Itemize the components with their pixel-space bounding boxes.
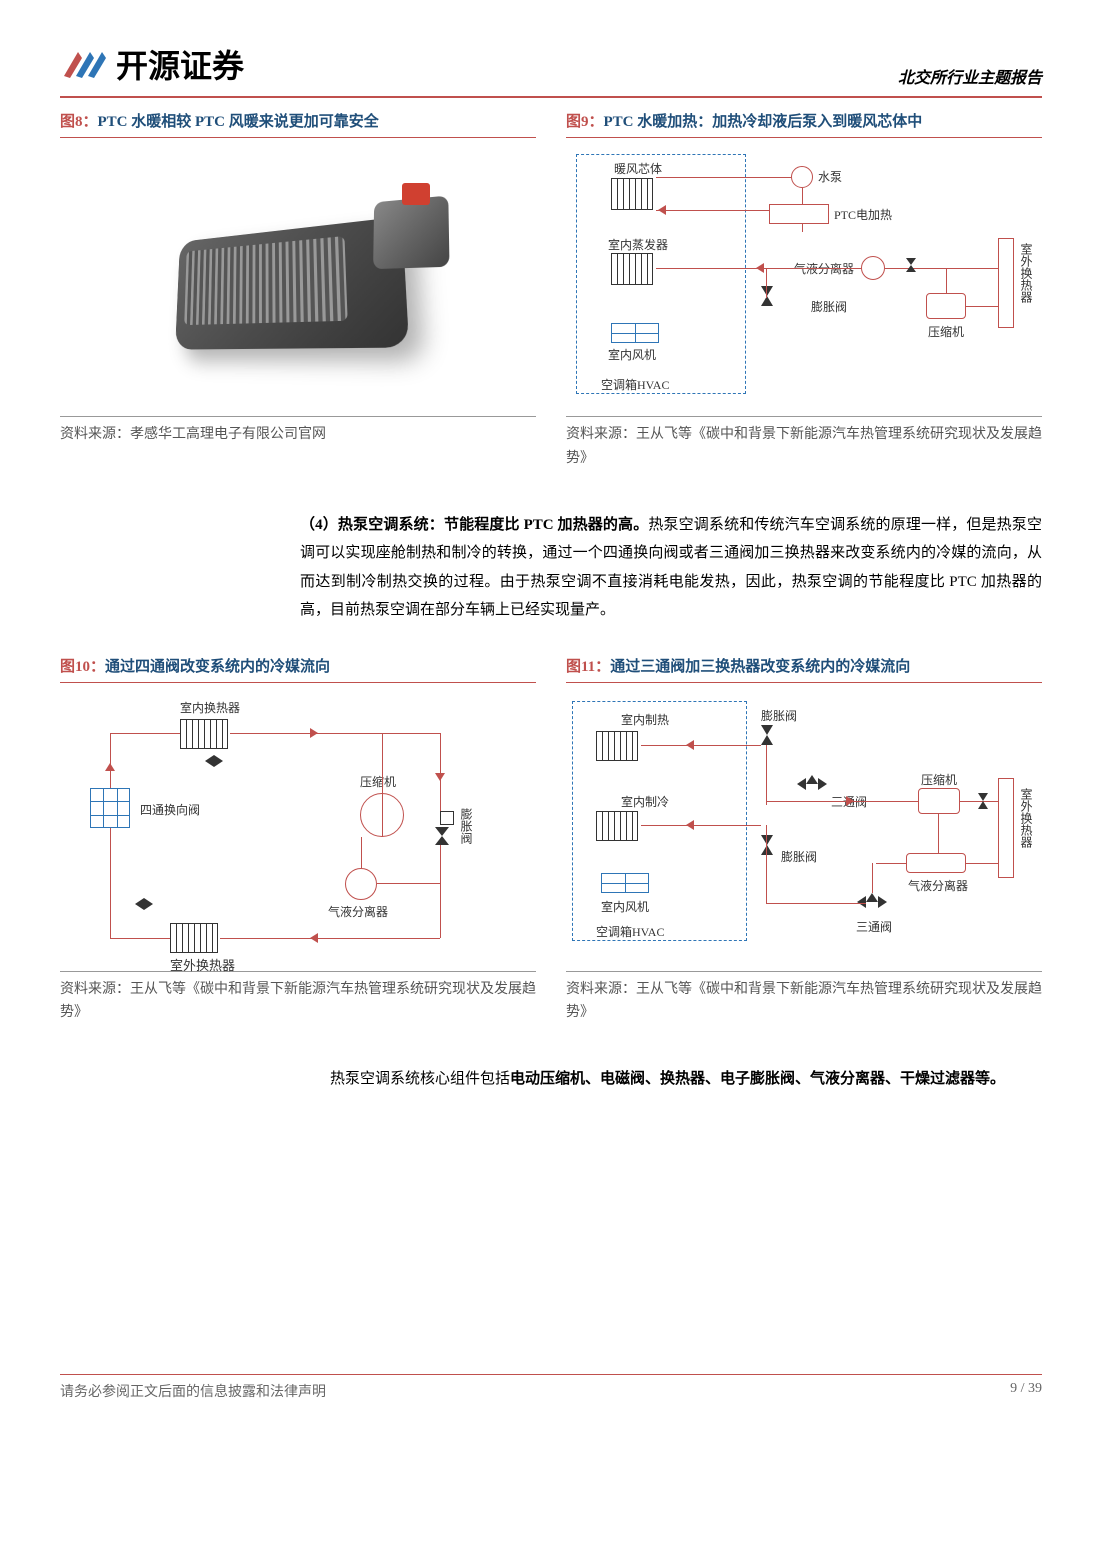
fig10-exp-valve: 膨胀阀: [458, 808, 475, 844]
fig11-gls: 气液分离器: [908, 877, 968, 894]
report-type: 北交所行业主题报告: [898, 64, 1042, 88]
fig10-src-divider: [60, 971, 536, 972]
fig10-outdoor-hx: 室外换热器: [170, 955, 235, 974]
fig11-compressor: 压缩机: [921, 771, 957, 788]
fig11-exp-valve-2: 膨胀阀: [781, 848, 817, 865]
fig11-exp-valve-1: 膨胀阀: [761, 707, 797, 724]
fig9-compressor: 压缩机: [928, 323, 964, 340]
footer-divider: [60, 1374, 1042, 1375]
fig8-num: 图8：: [60, 114, 98, 130]
indoor-hx-icon: [180, 719, 228, 749]
fig9-pump: 水泵: [818, 168, 842, 185]
fig8-title: 图8：PTC 水暖相较 PTC 风暖来说更加可靠安全: [60, 110, 536, 131]
fig9-indoor-fan: 室内风机: [608, 346, 656, 363]
fig9-heater-core: 暖风芯体: [614, 160, 662, 177]
para5-pre: 热泵空调系统核心组件包括: [330, 1071, 510, 1087]
fig9-ptc: PTC电加热: [834, 206, 892, 223]
fig11-hvac: 空调箱HVAC: [596, 923, 664, 940]
fig8-divider: [60, 137, 536, 138]
fig11-diagram: 空调箱HVAC 室内制热 膨胀阀 三通阀 压缩机: [566, 693, 1042, 963]
fig8-caption: PTC 水暖相较 PTC 风暖来说更加可靠安全: [98, 114, 379, 130]
header-divider: [60, 96, 1042, 98]
fig8-src-divider: [60, 416, 536, 417]
para4-lead: （4）热泵空调系统：节能程度比 PTC 加热器的高。: [300, 517, 648, 533]
fig9-src-divider: [566, 416, 1042, 417]
fig10-source: 资料来源：王从飞等《碳中和背景下新能源汽车热管理系统研究现状及发展趋势》: [60, 978, 536, 1026]
fig11-indoor-heat: 室内制热: [621, 711, 669, 728]
fig11-three-way-2: 三通阀: [856, 918, 892, 935]
fig11-indoor-fan: 室内风机: [601, 898, 649, 915]
logo-icon: [60, 40, 108, 88]
fig9-num: 图9：: [566, 114, 604, 130]
logo: 开源证券: [60, 40, 244, 88]
fig11-outdoor-hx: 室外换热器: [1018, 788, 1035, 848]
fig9-indoor-evap: 室内蒸发器: [608, 236, 668, 253]
fig10-four-way: 四通换向阀: [140, 801, 200, 818]
fig11-title: 图11：通过三通阀加三换热器改变系统内的冷媒流向: [566, 655, 1042, 676]
fig10-divider: [60, 682, 536, 683]
fig9-source: 资料来源：王从飞等《碳中和背景下新能源汽车热管理系统研究现状及发展趋势》: [566, 423, 1042, 471]
fig9-exp-valve: 膨胀阀: [811, 298, 847, 315]
fig11-divider: [566, 682, 1042, 683]
fig10-caption: 通过四通阀改变系统内的冷媒流向: [105, 659, 330, 675]
fig10-indoor-hx: 室内换热器: [180, 699, 240, 716]
logo-text: 开源证券: [116, 41, 244, 87]
fig11-source: 资料来源：王从飞等《碳中和背景下新能源汽车热管理系统研究现状及发展趋势》: [566, 978, 1042, 1026]
fig10-num: 图10：: [60, 659, 105, 675]
fig9-caption: PTC 水暖加热：加热冷却液后泵入到暖风芯体中: [604, 114, 923, 130]
fig11-caption: 通过三通阀加三换热器改变系统内的冷媒流向: [610, 659, 910, 675]
footer-page: 9 / 39: [1010, 1381, 1042, 1401]
paragraph-4: （4）热泵空调系统：节能程度比 PTC 加热器的高。热泵空调系统和传统汽车空调系…: [300, 511, 1042, 625]
heater-core-icon: [611, 178, 653, 210]
page-footer: 请务必参阅正文后面的信息披露和法律声明 9 / 39: [60, 1374, 1042, 1401]
fig9-title: 图9：PTC 水暖加热：加热冷却液后泵入到暖风芯体中: [566, 110, 1042, 131]
fig11-num: 图11：: [566, 659, 610, 675]
fig10-title: 图10：通过四通阀改变系统内的冷媒流向: [60, 655, 536, 676]
fig11-src-divider: [566, 971, 1042, 972]
fig10-gls: 气液分离器: [328, 903, 388, 920]
fig8-image: [60, 148, 536, 408]
fig9-hvac-label: 空调箱HVAC: [601, 376, 669, 393]
fig8-source: 资料来源：孝感华工高理电子有限公司官网: [60, 423, 536, 447]
fig9-divider: [566, 137, 1042, 138]
page-header: 开源证券 北交所行业主题报告: [60, 40, 1042, 88]
para5-bold: 电动压缩机、电磁阀、换热器、电子膨胀阀、气液分离器、干燥过滤器等。: [510, 1071, 1005, 1087]
fig11-indoor-cool: 室内制冷: [621, 793, 669, 810]
footer-disclaimer: 请务必参阅正文后面的信息披露和法律声明: [60, 1381, 326, 1401]
fig9-outdoor-hx: 室外换热器: [1018, 243, 1035, 303]
outdoor-hx-icon: [170, 923, 218, 953]
fig9-diagram: 空调箱HVAC 暖风芯体 室内蒸发器 室内风机 水泵 PTC电加热: [566, 148, 1042, 408]
fig10-diagram: 室内换热器 四通换向阀 压缩机 膨胀阀: [60, 693, 536, 963]
paragraph-5: 热泵空调系统核心组件包括电动压缩机、电磁阀、换热器、电子膨胀阀、气液分离器、干燥…: [300, 1065, 1042, 1094]
fig10-compressor: 压缩机: [360, 773, 396, 790]
product-render: [120, 188, 460, 368]
indoor-evap-icon: [611, 253, 653, 285]
